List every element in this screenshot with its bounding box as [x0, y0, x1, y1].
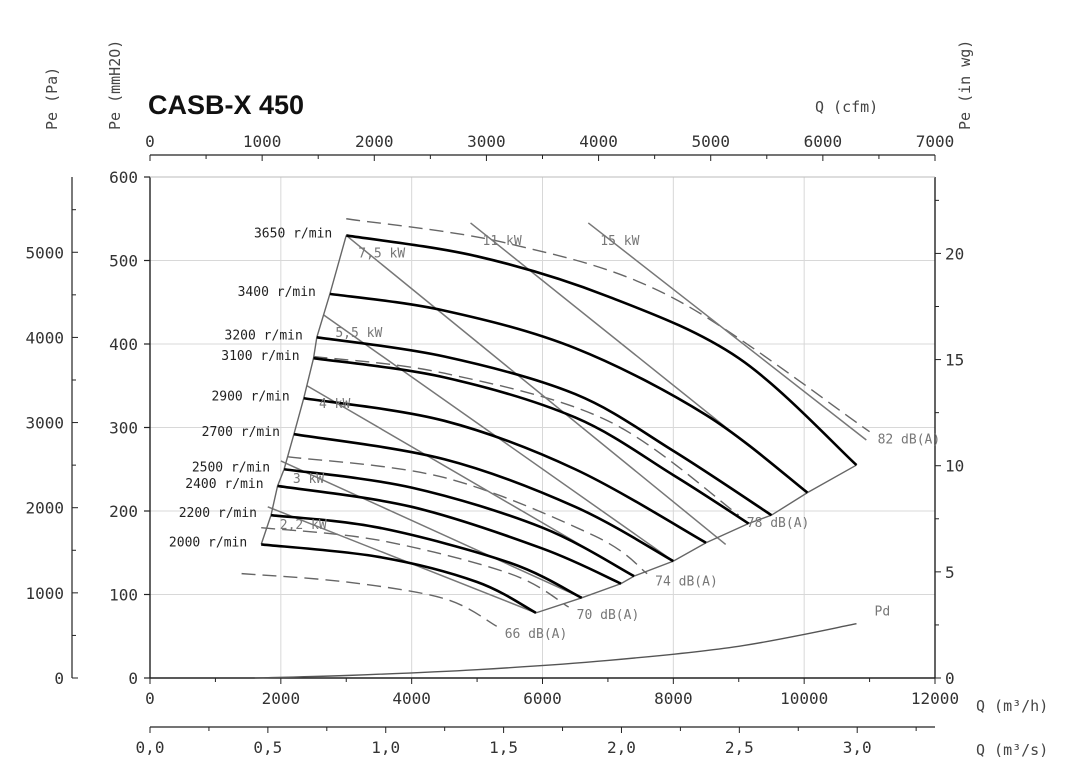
y-left-mmh2o-tick: 100 [109, 586, 138, 605]
sound-level-curve [313, 355, 740, 516]
speed-label: 2700 r/min [202, 425, 280, 440]
speed-curve [316, 336, 773, 517]
sound-level-label: 74 dB(A) [655, 575, 718, 590]
y-left-mmh2o-tick: 300 [109, 419, 138, 438]
curves [241, 218, 870, 679]
sound-level-curve [287, 456, 648, 575]
x-top-cfm-tick: 2000 [355, 132, 394, 151]
x-bottom-m3h-tick: 4000 [392, 689, 431, 708]
speed-curve [329, 292, 809, 494]
speed-label: 2200 r/min [179, 506, 257, 521]
speed-label: 2500 r/min [192, 460, 270, 475]
speed-curve [277, 484, 622, 585]
y-left-mmh2o-tick: 500 [109, 252, 138, 271]
y-right-inwg-tick: 10 [945, 457, 964, 476]
sound-level-curve [241, 572, 498, 627]
x-bottom-m3s-tick: 2,5 [725, 738, 754, 757]
dynamic-pressure-curve [254, 623, 857, 679]
speed-label: 2000 r/min [169, 535, 247, 550]
sound-level-label: 82 dB(A) [878, 433, 941, 448]
y-left-mmh2o-tick: 0 [128, 669, 138, 688]
speed-label: 2900 r/min [211, 389, 289, 404]
y-left-mmh2o-label: Pe (mmH2O) [106, 40, 124, 130]
y-left-pa-tick: 4000 [25, 328, 64, 347]
x-bottom-m3h-tick: 12000 [911, 689, 959, 708]
sound-level-label: 70 dB(A) [577, 608, 640, 623]
speed-curve [313, 356, 750, 525]
chart-title: CASB-X 450 [148, 90, 304, 120]
grid [150, 177, 935, 678]
speed-label: 3200 r/min [225, 328, 303, 343]
y-left-pa-tick: 5000 [25, 243, 64, 262]
x-top-cfm-tick: 5000 [691, 132, 730, 151]
x-top-cfm-label: Q (cfm) [815, 98, 878, 116]
x-bottom-m3s-tick: 3,0 [843, 738, 872, 757]
x-top-cfm-tick: 0 [145, 132, 155, 151]
speed-curve [283, 467, 635, 578]
x-bottom-m3s-label: Q (m³/s) [976, 741, 1048, 759]
x-top-cfm-tick: 7000 [916, 132, 955, 151]
x-top-cfm-tick: 6000 [804, 132, 843, 151]
power-label: 11 kW [483, 234, 522, 249]
speed-label: 3650 r/min [254, 226, 332, 241]
x-bottom-m3h-label: Q (m³/h) [976, 697, 1048, 715]
y-left-mmh2o-tick: 400 [109, 335, 138, 354]
speed-curve [270, 513, 583, 600]
y-left-pa-tick: 3000 [25, 414, 64, 433]
speed-curve [261, 543, 537, 615]
power-line [345, 234, 727, 545]
speed-curve [346, 234, 858, 467]
y-left-mmh2o-tick: 600 [109, 168, 138, 187]
speed-label: 3100 r/min [221, 349, 299, 364]
power-label: 15 kW [600, 234, 639, 249]
power-label: 5,5 kW [335, 326, 382, 341]
x-bottom-m3h-tick: 2000 [262, 689, 301, 708]
x-bottom-m3h-tick: 8000 [654, 689, 693, 708]
x-bottom-m3h-tick: 6000 [523, 689, 562, 708]
sound-level-label: 78 dB(A) [747, 516, 810, 531]
sound-level-label: 66 dB(A) [505, 627, 568, 642]
curve-labels: 66 dB(A) 70 dB(A) 74 dB(A) 78 dB(A) 82 dB(A)… [169, 226, 940, 642]
y-right-inwg-tick: 15 [945, 351, 964, 370]
x-bottom-m3s-tick: 0,5 [253, 738, 282, 757]
x-bottom-m3s-tick: 1,0 [371, 738, 400, 757]
power-label: 2,2 kW [280, 518, 327, 533]
sound-level-curve [261, 527, 570, 608]
x-bottom-m3h-tick: 0 [145, 689, 155, 708]
tick-labels: 0100200300400500600010002000300040005000… [25, 132, 964, 757]
y-left-pa-tick: 2000 [25, 499, 64, 518]
power-label: 3 kW [293, 472, 324, 487]
y-right-inwg-tick: 20 [945, 244, 964, 263]
x-bottom-m3s-tick: 1,5 [489, 738, 518, 757]
x-bottom-m3h-tick: 10000 [780, 689, 828, 708]
x-top-cfm-tick: 4000 [579, 132, 618, 151]
speed-curve [303, 396, 707, 544]
power-label: 4 kW [319, 397, 350, 412]
speed-curve [293, 432, 674, 563]
power-line [280, 460, 583, 599]
y-left-pa-label: Pe (Pa) [43, 67, 61, 130]
x-top-cfm-tick: 1000 [243, 132, 282, 151]
y-right-inwg-label: Pe (in wg) [956, 40, 974, 130]
x-bottom-m3s-tick: 2,0 [607, 738, 636, 757]
y-right-inwg-tick: 5 [945, 563, 955, 582]
power-label: 7,5 kW [358, 246, 405, 261]
dynamic-pressure-label: Pd [875, 605, 891, 620]
power-line [587, 222, 867, 441]
speed-label: 3400 r/min [238, 285, 316, 300]
y-right-inwg-tick: 0 [945, 669, 955, 688]
speed-label: 2400 r/min [185, 477, 263, 492]
sound-level-curve [346, 218, 870, 433]
x-top-cfm-tick: 3000 [467, 132, 506, 151]
y-left-mmh2o-tick: 200 [109, 502, 138, 521]
operating-limit-line [260, 235, 347, 545]
y-left-pa-tick: 1000 [25, 584, 64, 603]
x-bottom-m3s-tick: 0,0 [136, 738, 165, 757]
y-left-pa-tick: 0 [54, 669, 64, 688]
right-boundary-line [535, 464, 857, 614]
power-line [267, 506, 537, 614]
